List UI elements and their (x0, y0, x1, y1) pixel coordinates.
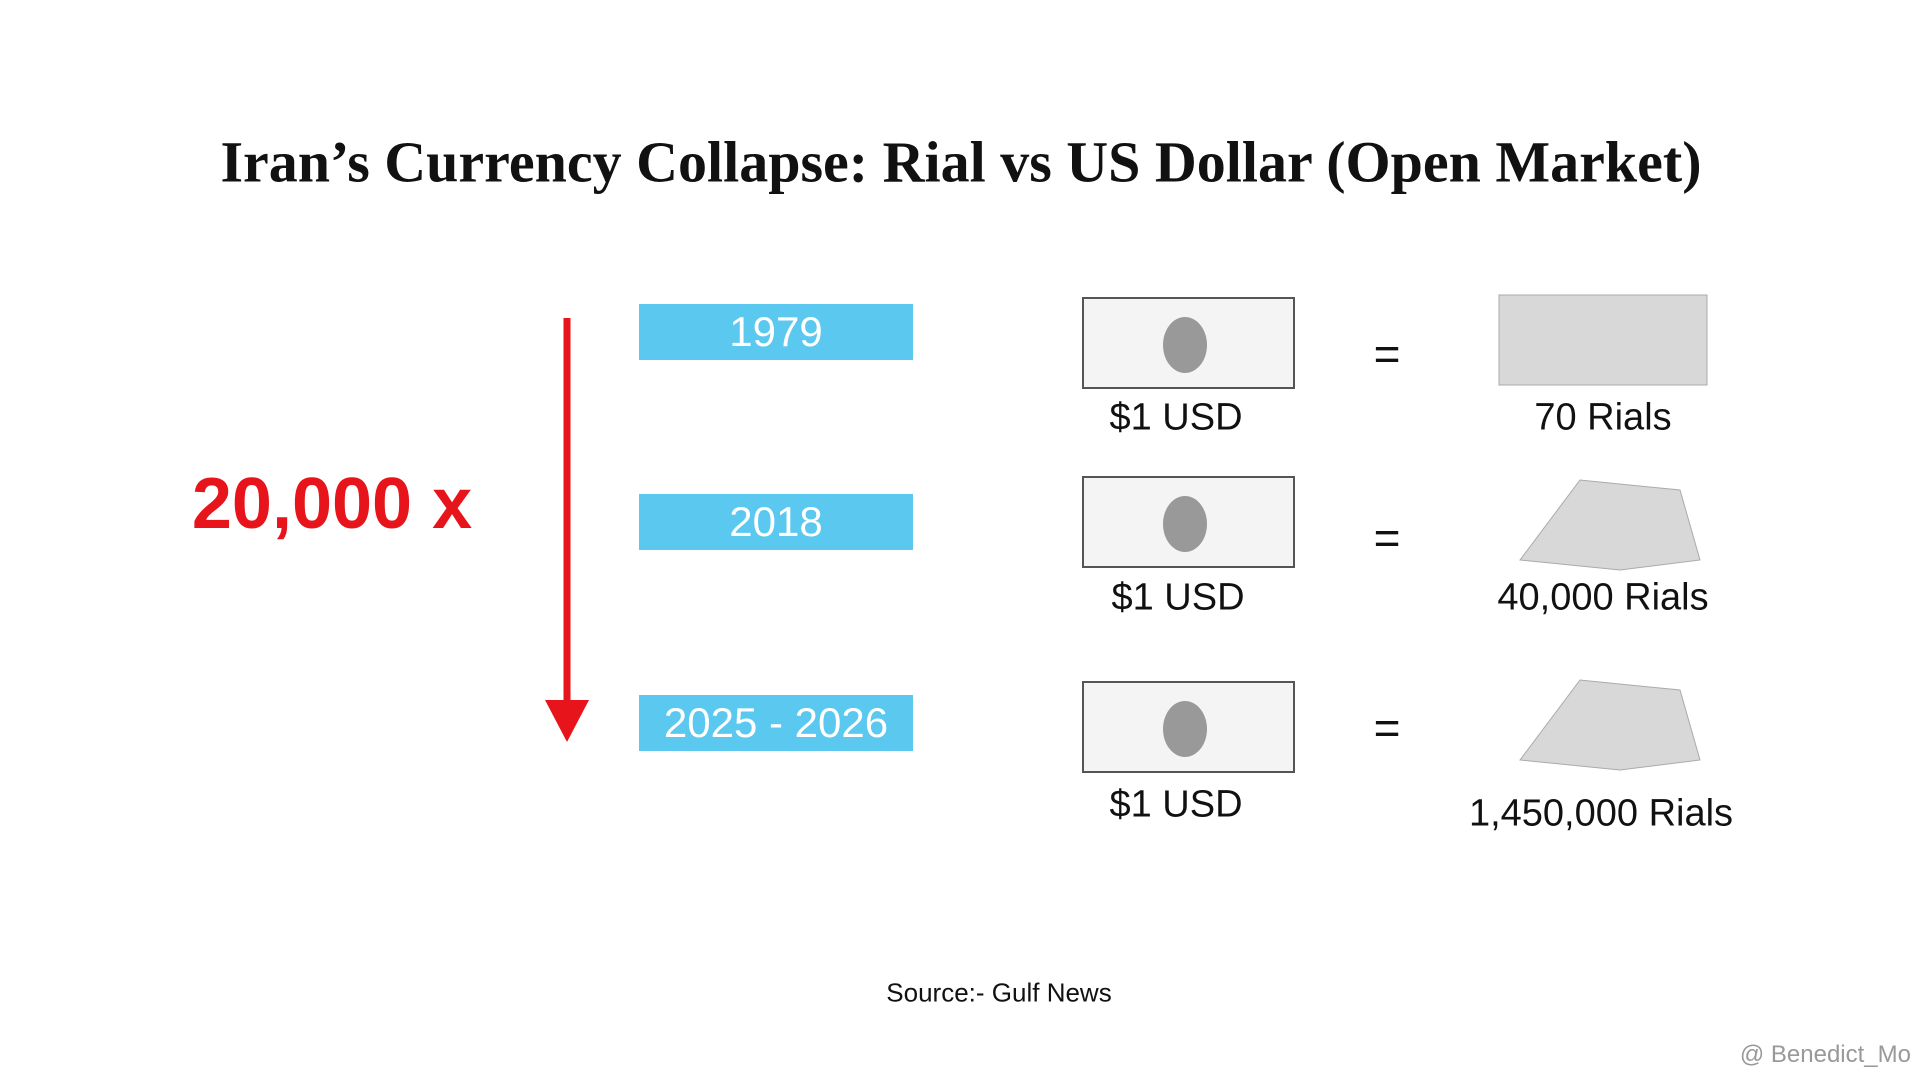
title: Iran’s Currency Collapse: Rial vs US Dol… (220, 129, 1702, 195)
rials-label: 70 Rials (1534, 396, 1672, 439)
year-label: 2018 (639, 494, 913, 550)
watermark: @ Benedict_Mo (1739, 1041, 1911, 1068)
usd-label: $1 USD (1109, 783, 1243, 826)
usd-label: $1 USD (1111, 576, 1245, 619)
equals: = (1373, 512, 1401, 564)
usd-label: $1 USD (1109, 396, 1243, 439)
rials-label: 40,000 Rials (1497, 576, 1709, 619)
source: Source:- Gulf News (886, 977, 1112, 1008)
equals: = (1373, 702, 1401, 754)
multiplier: 20,000 x (191, 464, 473, 544)
year-label: 1979 (639, 304, 913, 360)
arrow-head (545, 700, 589, 742)
equals: = (1373, 328, 1401, 380)
bill-portraits (1163, 317, 1207, 757)
rial-images (1498, 294, 1708, 771)
year-label: 2025 - 2026 (639, 695, 913, 751)
rials-label: 1,450,000 Rials (1468, 792, 1734, 835)
